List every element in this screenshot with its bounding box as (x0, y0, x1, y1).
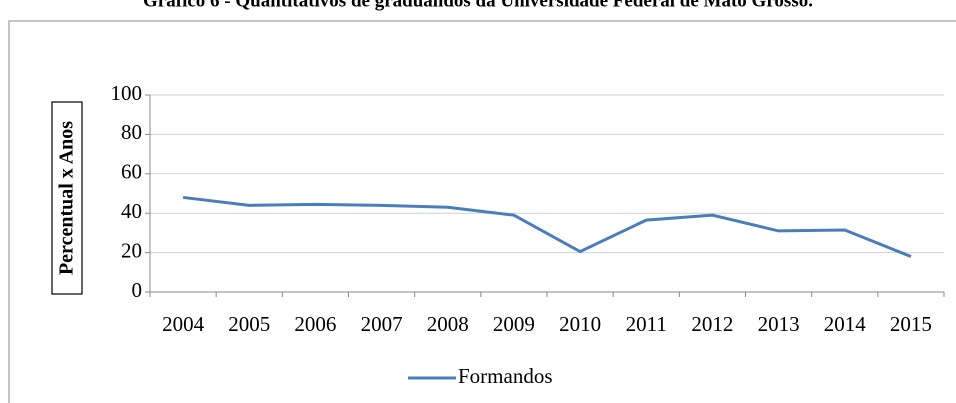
data-line (182, 195, 912, 258)
legend-label: Formandos (458, 364, 553, 388)
chart-frame (8, 20, 956, 403)
y-tick-label: 80 (121, 120, 142, 144)
y-tick-label: 20 (121, 238, 142, 262)
y-tick-label: 100 (111, 81, 143, 105)
x-tick-label: 2014 (824, 312, 867, 336)
x-tick-label: 2012 (691, 312, 733, 336)
chart-title: Gráfico 6 - Quantitativos de graduandos … (143, 0, 813, 11)
y-tick-label: 0 (132, 278, 143, 302)
x-tick-label: 2004 (162, 312, 205, 336)
x-tick-label: 2013 (758, 312, 800, 336)
x-tick-label: 2006 (294, 312, 336, 336)
x-tick-label: 2009 (493, 312, 535, 336)
y-tick-label: 40 (121, 199, 142, 223)
y-label-box (51, 101, 83, 295)
x-tick-label: 2011 (626, 312, 667, 336)
y-axis-label: Percentual x Anos (56, 121, 78, 275)
x-tick-label: 2007 (361, 312, 403, 336)
y-tick-label: 60 (121, 160, 142, 184)
x-tick-label: 2015 (890, 312, 932, 336)
x-tick-label: 2005 (228, 312, 270, 336)
x-tick-label: 2008 (427, 312, 469, 336)
x-tick-label: 2010 (559, 312, 601, 336)
